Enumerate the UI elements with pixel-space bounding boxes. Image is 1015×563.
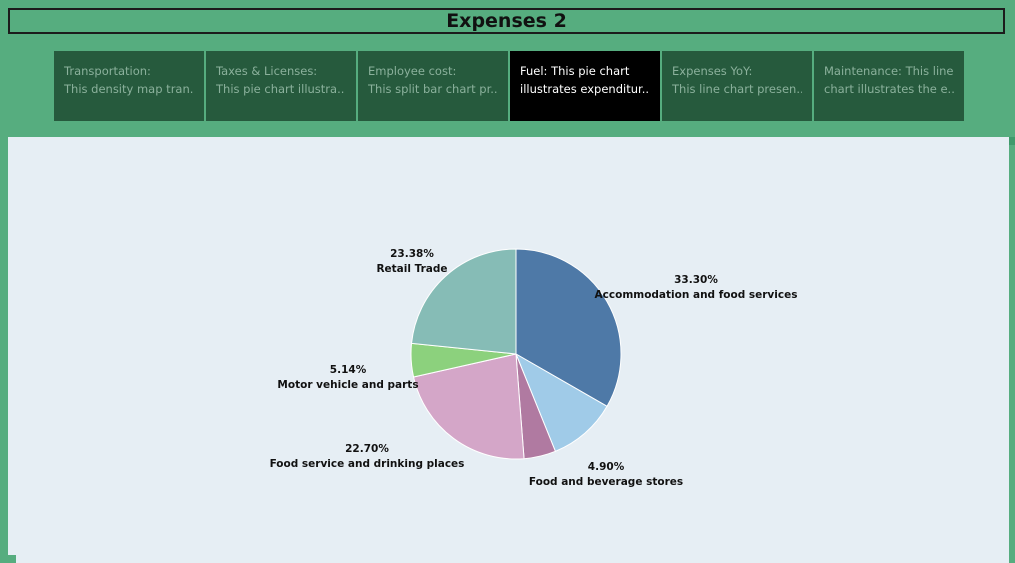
slice-category-label: Food and beverage stores — [529, 476, 683, 488]
story-tabs: Transportation: This density map tran.. … — [54, 51, 964, 121]
tab-title: Fuel: This pie chart — [520, 64, 630, 78]
slice-value-label: 5.14% — [330, 364, 367, 376]
tab-title: Transportation: — [64, 64, 151, 78]
slice-value-label: 22.70% — [345, 443, 389, 455]
slice-value-label: 33.30% — [674, 274, 718, 286]
panel-corner — [8, 555, 16, 563]
tab-description: illustrates expenditur.. — [520, 82, 649, 96]
slice-value-label: 4.90% — [588, 461, 625, 473]
tab-maintenance[interactable]: Maintenance: This line chart illustrates… — [814, 51, 964, 121]
tab-transportation[interactable]: Transportation: This density map tran.. — [54, 51, 204, 121]
slice-value-label: 23.38% — [390, 248, 434, 260]
dashboard-title-text: Expenses 2 — [446, 10, 567, 32]
tab-employee-cost[interactable]: Employee cost: This split bar chart pr.. — [358, 51, 508, 121]
chart-panel: 33.30% Accommodation and food services 4.9… — [8, 137, 1009, 563]
tab-taxes-licenses[interactable]: Taxes & Licenses: This pie chart illustr… — [206, 51, 356, 121]
slice-category-label: Retail Trade — [376, 263, 447, 275]
pie-slice[interactable] — [410, 248, 517, 355]
tab-description: This pie chart illustra.. — [216, 82, 345, 96]
tab-description: This line chart presen.. — [672, 82, 802, 96]
tab-title: Maintenance: This line — [824, 64, 954, 78]
pie-slice[interactable] — [514, 352, 608, 452]
slice-category-label: Motor vehicle and parts — [277, 379, 418, 391]
tab-title: Expenses YoY: — [672, 64, 753, 78]
slice-category-label: Accommodation and food services — [595, 289, 798, 301]
tab-title: Employee cost: — [368, 64, 457, 78]
tab-description: This density map tran.. — [64, 82, 194, 96]
tab-description: chart illustrates the e.. — [824, 82, 954, 96]
pie-slice[interactable] — [412, 353, 525, 460]
slice-category-label: Food service and drinking places — [270, 458, 465, 470]
pie-slice[interactable] — [515, 248, 622, 407]
tab-title: Taxes & Licenses: — [216, 64, 318, 78]
panel-edge — [1008, 137, 1015, 145]
tab-expenses-yoy[interactable]: Expenses YoY: This line chart presen.. — [662, 51, 812, 121]
tab-description: This split bar chart pr.. — [368, 82, 498, 96]
dashboard-title: Expenses 2 — [8, 8, 1005, 34]
pie-chart: 33.30% Accommodation and food services 4.9… — [270, 248, 798, 488]
tab-fuel[interactable]: Fuel: This pie chart illustrates expendi… — [510, 51, 660, 121]
